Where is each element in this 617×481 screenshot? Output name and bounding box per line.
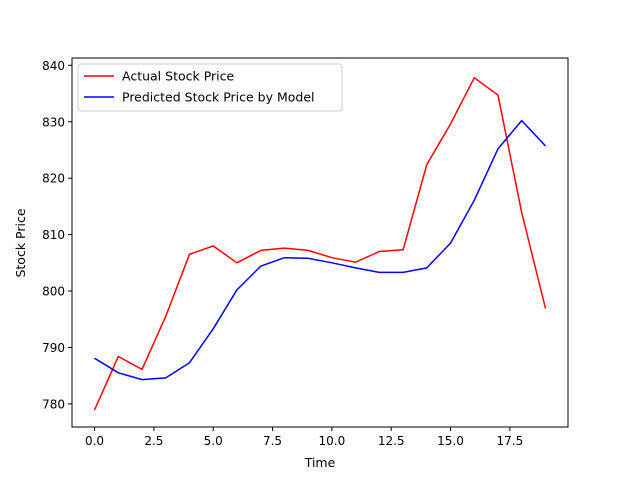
x-tick-label: 0.0 xyxy=(85,434,104,448)
legend-box xyxy=(77,63,343,112)
predicted-price-line xyxy=(94,119,547,381)
y-tick-label: 800 xyxy=(42,285,65,299)
y-tick-label: 780 xyxy=(42,397,65,411)
x-tick-label: 7.5 xyxy=(263,434,282,448)
legend-label-actual: Actual Stock Price xyxy=(122,69,235,84)
legend: Actual Stock Price Predicted Stock Price… xyxy=(77,63,343,112)
y-axis-ticks: 780 790 800 810 820 830 840 xyxy=(42,59,72,411)
y-tick-label: 830 xyxy=(42,115,65,129)
y-tick-label: 790 xyxy=(42,341,65,355)
plot-frame xyxy=(71,57,569,428)
x-axis-ticks: 0.0 2.5 5.0 7.5 10.0 12.5 15.0 17.5 xyxy=(85,427,523,448)
x-tick-label: 5.0 xyxy=(204,434,223,448)
x-tick-label: 17.5 xyxy=(496,434,523,448)
y-tick-label: 820 xyxy=(42,172,65,186)
x-axis-label: Time xyxy=(304,455,336,470)
x-tick-label: 2.5 xyxy=(144,434,163,448)
plot-area xyxy=(72,58,568,427)
x-tick-label: 15.0 xyxy=(437,434,464,448)
x-tick-label: 12.5 xyxy=(378,434,405,448)
y-axis-label: Stock Price xyxy=(13,208,28,277)
series-layer xyxy=(93,76,547,411)
y-tick-label: 840 xyxy=(42,59,65,73)
x-tick-label: 10.0 xyxy=(319,434,346,448)
y-tick-label: 810 xyxy=(42,228,65,242)
legend-label-predicted: Predicted Stock Price by Model xyxy=(122,90,315,105)
actual-price-line xyxy=(93,76,547,411)
